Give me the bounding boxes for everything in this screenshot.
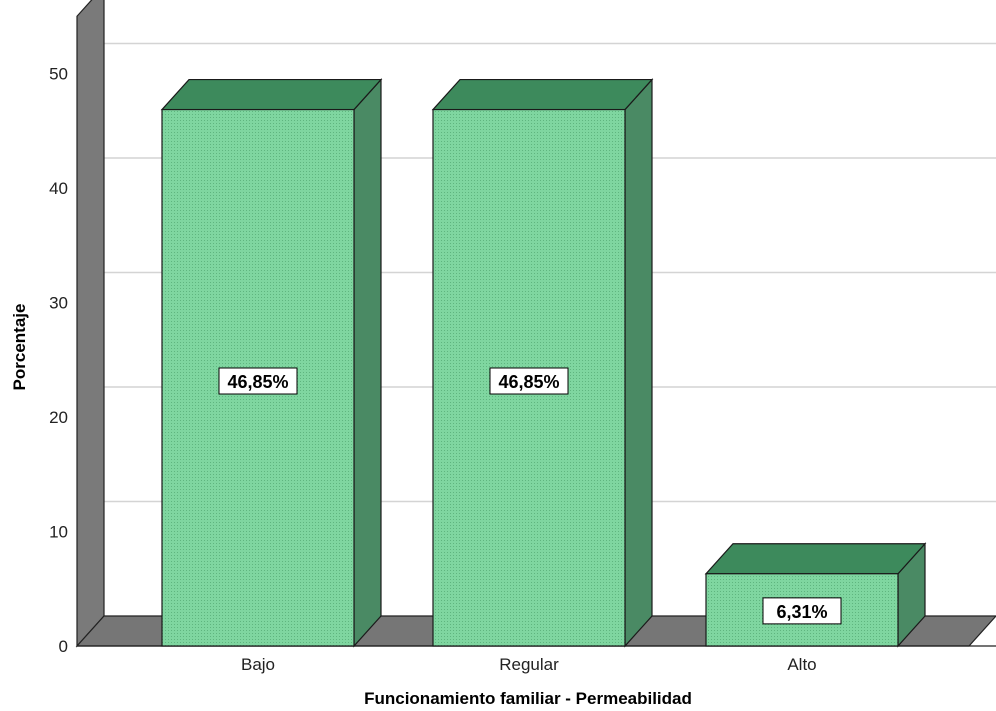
data-label: 6,31% xyxy=(776,602,827,622)
data-label: 46,85% xyxy=(498,372,559,392)
data-label-box xyxy=(762,597,842,625)
bar-top xyxy=(160,78,383,111)
data-label-box xyxy=(218,367,298,395)
data-label: 46,85% xyxy=(227,372,288,392)
bars: 46,85% 46,85% 6,31% xyxy=(160,78,927,648)
x-axis-categories: Bajo Regular Alto xyxy=(241,655,817,674)
bar-side xyxy=(624,78,653,648)
side-wall xyxy=(76,0,105,648)
x-category-label: Bajo xyxy=(241,655,275,674)
y-tick-label: 0 xyxy=(59,637,68,656)
x-axis-title: Funcionamiento familiar - Permeabilidad xyxy=(364,689,692,708)
bar-top xyxy=(431,78,654,111)
x-category-label: Regular xyxy=(499,655,559,674)
bar-alto: 6,31% xyxy=(704,542,927,648)
data-label-box xyxy=(489,367,569,395)
x-category-label: Alto xyxy=(787,655,816,674)
bar-top xyxy=(704,543,927,575)
bar-bajo: 46,85% xyxy=(160,78,383,648)
bar-regular: 46,85% xyxy=(431,78,654,648)
y-tick-label: 50 xyxy=(49,65,68,84)
bar-side xyxy=(353,78,382,648)
y-axis-ticks: 0 10 20 30 40 50 xyxy=(49,65,68,657)
y-axis-title: Porcentaje xyxy=(10,304,29,391)
y-tick-label: 10 xyxy=(49,523,68,542)
y-tick-label: 40 xyxy=(49,179,68,198)
y-tick-label: 30 xyxy=(49,294,68,313)
y-tick-label: 20 xyxy=(49,408,68,427)
